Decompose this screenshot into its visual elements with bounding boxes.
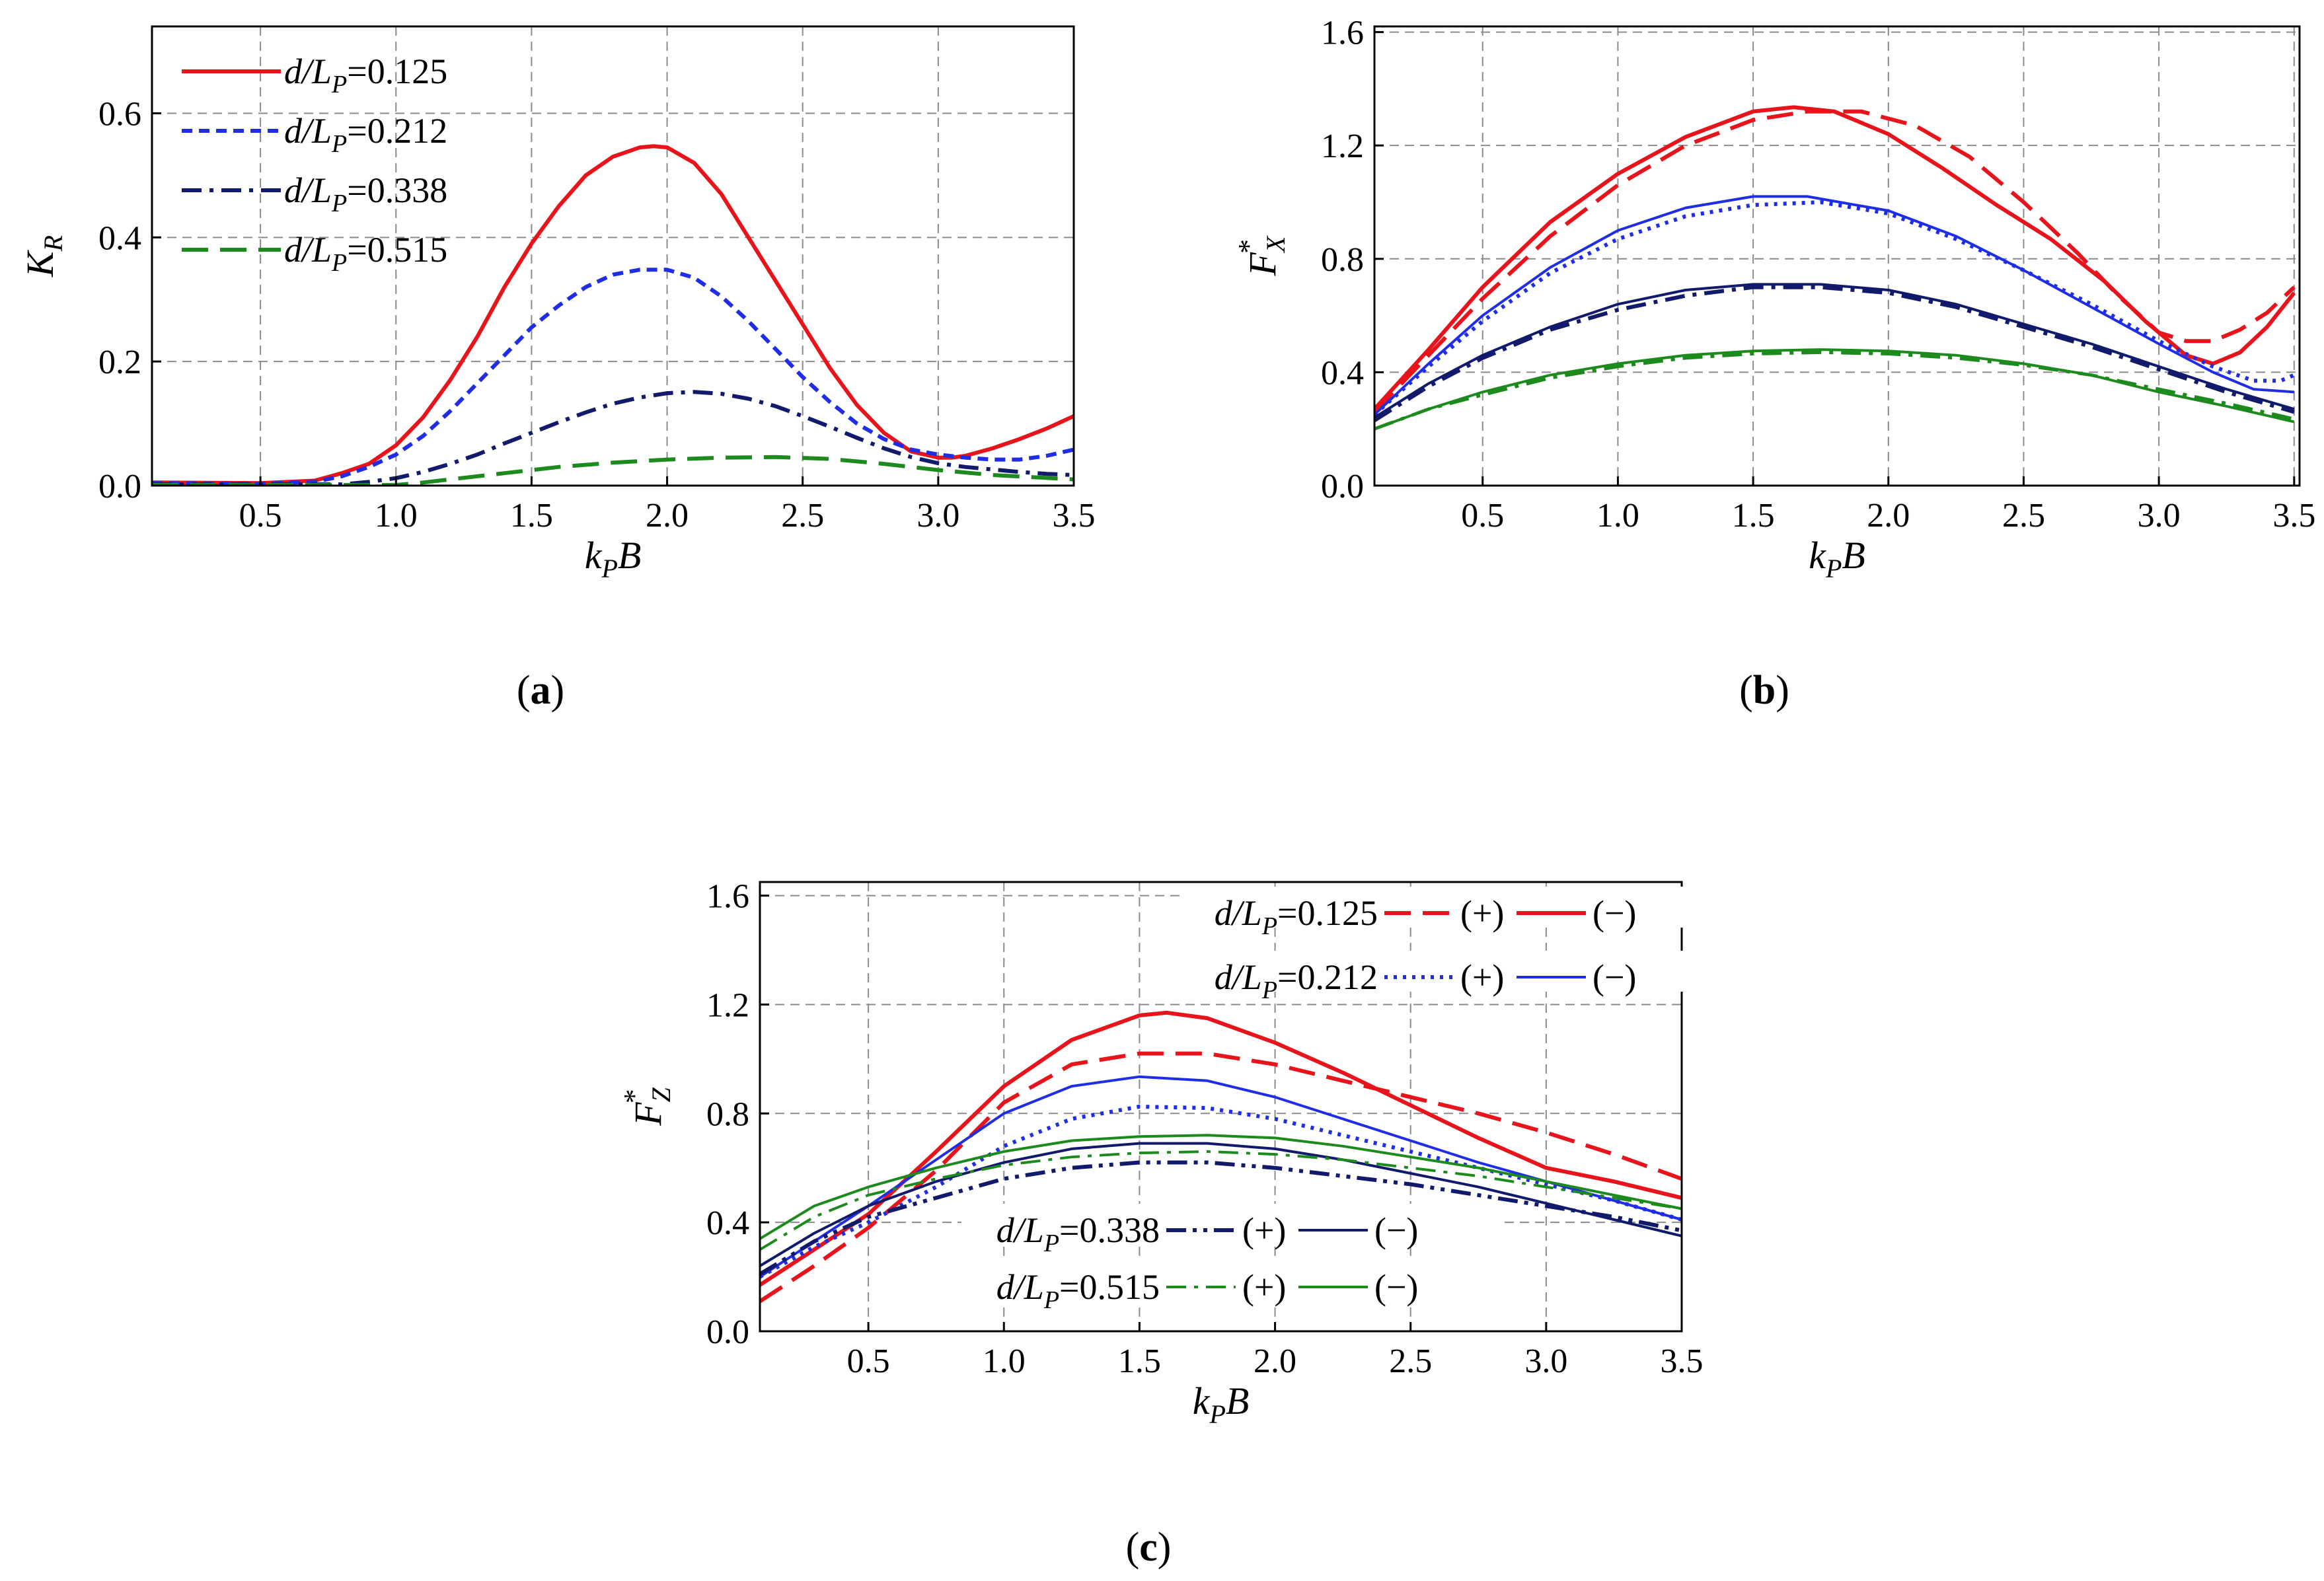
series-line-d-lp-0-515-	[1374, 348, 2295, 431]
y-tick-label: 0.4	[706, 1204, 749, 1242]
legend-plus-label: (+)	[1242, 1267, 1286, 1307]
legend-row-bg	[961, 1204, 1503, 1245]
legend-row-bg	[1180, 887, 1721, 928]
legend-label: d/LP=0.338	[996, 1210, 1160, 1257]
y-tick-label: 1.6	[706, 878, 749, 916]
series-line-d-lp-0-515-	[760, 1134, 1682, 1240]
series-line-d-lp-0-125-	[1374, 109, 2296, 414]
series-line-d-lp-0-125-	[1374, 105, 2296, 411]
grid	[152, 26, 1074, 486]
y-tick-label: 0.4	[98, 219, 141, 257]
series-line-d-lp-0-212-	[1374, 200, 2295, 416]
legend-label: d/LP=0.338	[284, 170, 447, 217]
legend-c: d/LP=0.125 (+) (−) d/LP=0.212 (+) (−) d/LP=0.3…	[961, 887, 1721, 1314]
series-group	[1374, 105, 2296, 431]
x-tick-label: 1.5	[1732, 497, 1775, 534]
x-tick-label: 1.0	[375, 497, 418, 534]
x-tick-label: 2.5	[1389, 1342, 1432, 1380]
series-line-d-lp-0-515	[152, 455, 1074, 486]
y-axis-label: KR	[19, 235, 68, 277]
panel-labels: (a) (b) (c)	[517, 668, 1789, 1570]
chart-c: 0.5 1.0 1.5 2.0 2.5 3.0 3.5 0.0 0.4 0.8 1.2 1.6 kPB F…	[618, 878, 1721, 1429]
x-tick-label: 2.5	[2002, 497, 2045, 534]
legend-plus-label: (+)	[1460, 957, 1504, 997]
y-tick-label: 0.2	[98, 344, 141, 381]
x-tick-label: 1.0	[1596, 497, 1639, 534]
y-tick-label: 0.0	[98, 468, 141, 505]
x-tick-label: 0.5	[1461, 497, 1504, 534]
x-tick-label: 3.5	[1053, 497, 1096, 534]
chart-b: 0.5 1.0 1.5 2.0 2.5 3.0 3.5 0.0 0.4 0.8 1.2 1.6 kPB F…	[1232, 15, 2315, 583]
x-tick-label: 2.0	[646, 497, 689, 534]
legend-plus-label: (+)	[1460, 893, 1504, 933]
series-line-d-lp-0-212-	[1374, 195, 2294, 416]
legend-minus-label: (−)	[1374, 1267, 1418, 1307]
legend-minus-label: (−)	[1374, 1210, 1418, 1250]
y-axis-label: F*Z	[618, 1087, 676, 1126]
legend-label: d/LP=0.125	[1215, 893, 1378, 940]
x-tick-label: 1.0	[983, 1342, 1026, 1380]
series-line-d-lp-0-515-	[1374, 350, 2295, 431]
legend-label: d/LP=0.125	[284, 52, 447, 98]
legend-row-bg	[1180, 951, 1721, 992]
x-tick-label: 2.0	[1867, 497, 1910, 534]
y-tick-label: 0.6	[98, 95, 141, 133]
y-tick-label: 0.0	[1321, 468, 1364, 505]
x-tick-label: 0.5	[847, 1342, 890, 1380]
series-line-d-lp-0-338	[152, 390, 1074, 486]
x-tick-label: 2.0	[1254, 1342, 1296, 1380]
legend-label: d/LP=0.212	[284, 111, 447, 158]
x-tick-label: 3.0	[1524, 1342, 1567, 1380]
series-group	[760, 1010, 1682, 1304]
series-line-d-lp-0-338-	[760, 1160, 1682, 1276]
series-line-d-lp-0-338-	[760, 1142, 1682, 1267]
x-tick-label: 3.0	[2138, 497, 2181, 534]
y-tick-label: 0.4	[1321, 354, 1364, 392]
x-tick-label: 1.5	[510, 497, 553, 534]
legend-row-bg	[961, 1261, 1503, 1302]
legend-minus-label: (−)	[1593, 893, 1636, 933]
series-line-d-lp-0-212	[152, 268, 1074, 486]
series-group	[152, 144, 1074, 486]
legend-a: d/LP=0.125 d/LP=0.212 d/LP=0.338 d/LP=0.515	[182, 52, 447, 277]
x-axis-label: kPB	[1809, 534, 1865, 583]
x-tick-label: 3.5	[1661, 1342, 1704, 1380]
y-tick-label: 0.8	[706, 1095, 749, 1133]
panel-label-a: (a)	[517, 668, 564, 713]
plot-frame	[151, 25, 1075, 487]
legend-plus-label: (+)	[1242, 1210, 1286, 1250]
legend-label: d/LP=0.515	[996, 1267, 1160, 1314]
x-tick-label: 1.5	[1118, 1342, 1161, 1380]
series-line-d-lp-0-515-	[760, 1150, 1682, 1251]
plot-frame	[759, 881, 1683, 1333]
y-tick-label: 0.0	[706, 1313, 749, 1351]
x-tick-label: 3.5	[2272, 497, 2315, 534]
y-tick-label: 1.2	[706, 986, 749, 1024]
panel-label-c: (c)	[1126, 1525, 1172, 1570]
legend-label: d/LP=0.515	[284, 230, 447, 277]
y-tick-label: 0.8	[1321, 241, 1364, 279]
chart-a: 0.5 1.0 1.5 2.0 2.5 3.0 3.5 0.0 0.2 0.4 0.6 kPB KR d/…	[19, 25, 1096, 583]
plot-frame	[1373, 25, 2301, 487]
series-line-d-lp-0-212-	[760, 1105, 1682, 1279]
series-line-d-lp-0-338-	[1374, 283, 2295, 419]
grid	[1374, 26, 2300, 486]
y-axis-label: F*X	[1232, 235, 1291, 276]
y-tick-label: 1.6	[1321, 15, 1364, 52]
y-tick-label: 1.2	[1321, 128, 1364, 165]
series-line-d-lp-0-338-	[1374, 285, 2295, 422]
x-axis-label: kPB	[1193, 1379, 1250, 1429]
x-tick-label: 2.5	[781, 497, 824, 534]
series-line-d-lp-0-125	[152, 144, 1074, 486]
legend-label: d/LP=0.212	[1215, 957, 1378, 1004]
x-tick-label: 0.5	[239, 497, 282, 534]
x-axis-label: kPB	[585, 534, 642, 583]
legend-minus-label: (−)	[1593, 957, 1636, 997]
x-tick-label: 3.0	[917, 497, 959, 534]
panel-label-b: (b)	[1739, 668, 1789, 713]
series-line-d-lp-0-212-	[760, 1075, 1682, 1278]
